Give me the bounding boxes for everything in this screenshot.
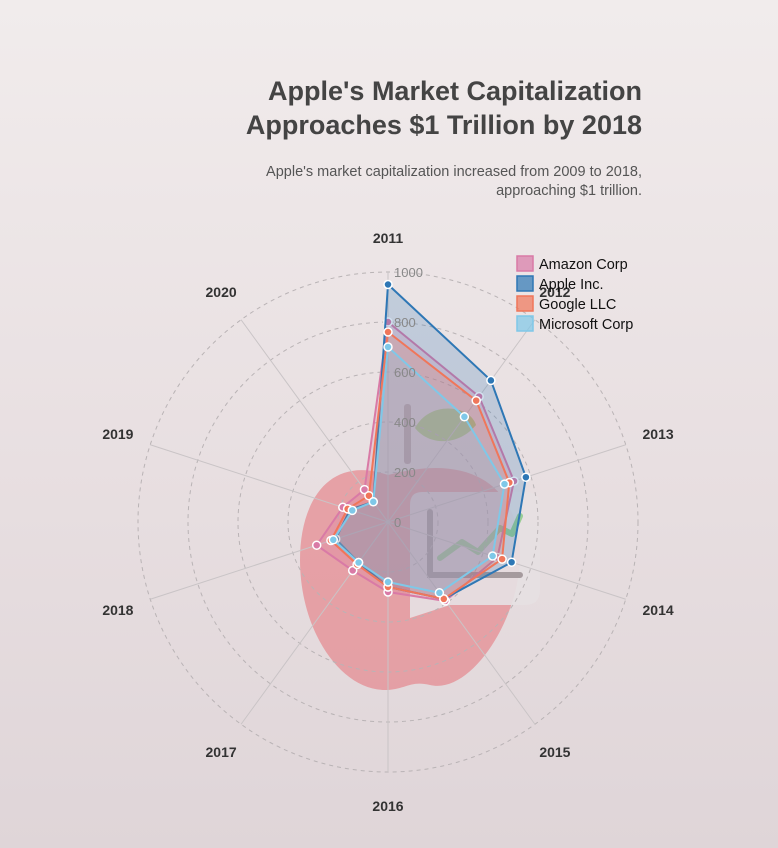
radar-series-layer [311,279,531,606]
category-label-2015: 2015 [539,744,570,760]
category-labels: 2011 2012 2013 2014 2015 2016 2017 2018 2019 2020 [102,230,674,814]
legend-item[interactable]: Google LLC [516,295,616,313]
category-label-2011: 2011 [373,230,404,246]
legend-swatch [516,275,534,292]
apple-stem-shape [404,404,411,464]
legend-swatch [516,295,534,312]
legend-item[interactable]: Microsoft Corp [516,315,633,333]
legend-swatch [516,255,534,272]
series-microsoft-corp [328,342,510,598]
category-label-2014: 2014 [643,602,674,618]
category-label-2017: 2017 [206,744,237,760]
tick-label-200: 200 [394,465,416,480]
legend-item[interactable]: Apple Inc. [516,275,604,293]
chart-subtitle-line-2: approaching $1 trillion. [496,183,642,199]
legend-label: Apple Inc. [539,277,604,293]
spoke-2012 [387,319,536,523]
legend-item[interactable]: Amazon Corp [516,255,628,273]
data-point-2014[interactable] [497,554,507,564]
spoke-2017 [240,521,389,725]
tick-label-400: 400 [394,415,416,430]
radial-tick-labels: 0 200 400 600 800 1000 [394,265,423,530]
category-label-2013: 2013 [643,426,674,442]
spoke-2015 [387,521,536,725]
legend: Amazon Corp Apple Inc. Google LLC Microsoft… [516,255,633,333]
legend-swatch [516,315,534,332]
tick-label-600: 600 [394,365,416,380]
data-point-2013[interactable] [499,479,510,489]
data-point-2015[interactable] [439,594,449,604]
data-point-2011[interactable] [383,327,393,337]
data-point-2018[interactable] [311,540,322,550]
category-label-2012: 2012 [539,284,570,300]
category-label-2016: 2016 [372,798,403,814]
category-label-2019: 2019 [102,426,133,442]
apple-chart-illustration [300,404,540,690]
chart-title: Apple's Market Capitalization Approaches… [246,76,642,140]
data-point-2011[interactable] [383,342,393,352]
chart-subtitle: Apple's market capitalization increased … [266,164,642,199]
data-point-2012[interactable] [486,375,496,386]
chart-subtitle-line-1: Apple's market capitalization increased … [266,164,642,180]
legend-label: Google LLC [539,297,616,313]
tick-label-1000: 1000 [394,265,423,280]
data-point-2015[interactable] [434,588,445,598]
data-point-2016[interactable] [383,577,393,587]
grid-ring-400 [287,421,489,623]
chart-title-line-2: Approaches $1 Trillion by 2018 [246,110,642,140]
tick-label-800: 800 [394,315,416,330]
data-point-2014[interactable] [487,551,498,561]
legend-label: Amazon Corp [539,257,628,273]
tick-label-0: 0 [394,515,401,530]
data-point-2012[interactable] [459,412,470,422]
data-point-2011[interactable] [383,279,393,290]
category-label-2018: 2018 [102,602,133,618]
data-point-2014[interactable] [506,557,517,567]
data-point-2012[interactable] [471,395,481,406]
chart-bubble-shape [410,492,540,618]
spoke-2018 [150,521,389,600]
data-point-2020[interactable] [368,497,379,507]
radar-grid [137,271,639,773]
data-point-2019[interactable] [347,505,358,516]
category-label-2020: 2020 [206,284,237,300]
data-point-2020[interactable] [359,484,370,495]
data-point-2018[interactable] [328,535,339,545]
spoke-2014 [387,521,626,600]
chart-title-line-1: Apple's Market Capitalization [268,76,642,106]
data-point-2017[interactable] [353,557,364,568]
data-point-2013[interactable] [521,472,531,482]
legend-label: Microsoft Corp [539,317,633,333]
